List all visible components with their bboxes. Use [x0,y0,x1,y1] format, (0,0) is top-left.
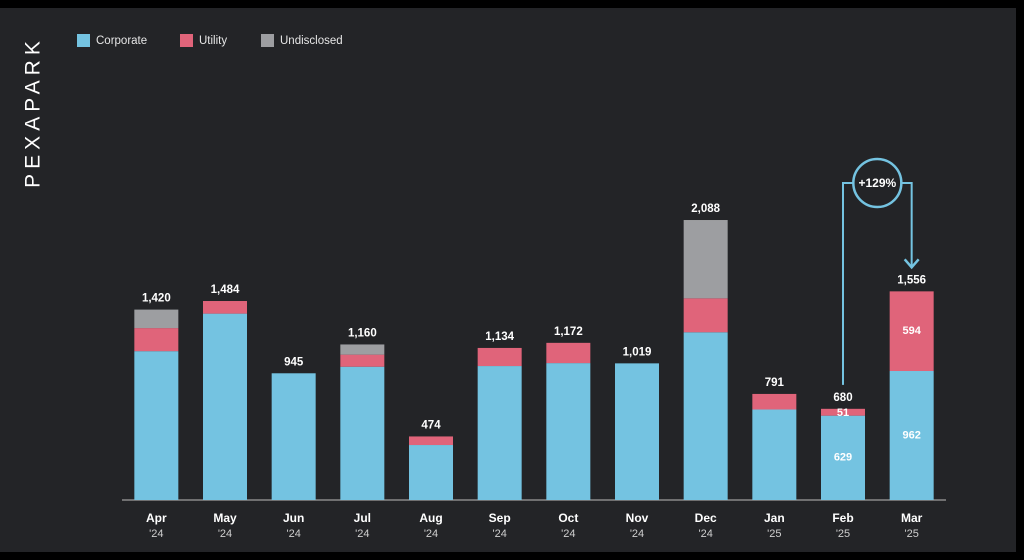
segment-label: 629 [834,452,852,464]
x-tick-label: '25 [767,528,781,540]
x-tick-label: Aug [419,511,442,525]
bar-segment [821,415,865,500]
x-tick-label: '24 [286,528,300,540]
total-label: 1,484 [211,284,240,296]
total-label: 680 [833,392,852,404]
bar-segment [203,313,247,500]
x-tick-label: Jul [354,511,371,525]
arrowhead [903,258,920,270]
bar-segment [615,363,659,500]
bar-segment [409,445,453,500]
annotation-line [842,182,854,385]
x-tick-label: Oct [558,511,578,525]
segment-label: 594 [902,325,921,337]
bar-segment [134,328,179,352]
legend-label: Corporate [96,35,147,47]
total-label: 1,019 [623,346,652,358]
bar-segment [683,298,728,333]
legend-label: Utility [199,35,227,47]
total-label: 474 [421,419,441,431]
bar-segment [889,371,934,500]
x-tick-label: '24 [149,528,163,540]
annotation-arrow [901,182,913,268]
x-tick-label: '24 [355,528,369,540]
x-tick-label: '24 [218,528,232,540]
x-tick-label: '24 [561,528,575,540]
total-label: 1,556 [897,274,926,286]
bar-segment [752,409,797,500]
bar-segment [340,354,385,367]
bar-segment [134,309,179,329]
x-tick-label: Feb [832,511,853,525]
x-tick-label: '24 [630,528,644,540]
x-tick-label: '25 [836,528,850,540]
annotation: +129% [858,176,896,190]
bar-segment [752,393,797,410]
x-tick-label: Nov [626,511,649,525]
legend-swatch [261,34,274,47]
bar-segment [546,363,591,500]
segment-label: 962 [902,429,920,441]
x-tick-label: Jun [283,511,304,525]
x-tick-label: '24 [698,528,712,540]
total-label: 945 [284,356,304,368]
x-tick-label: '24 [424,528,438,540]
bar-segment [271,373,316,500]
bar-segment [546,342,591,364]
bar-segment [821,408,865,416]
total-label: 2,088 [691,203,720,215]
x-tick-label: May [213,511,237,525]
bar-segment [409,436,453,446]
bar-segment [203,301,247,314]
total-label: 1,172 [554,326,583,338]
x-tick-label: Sep [489,511,511,525]
annotation-circle [852,157,903,209]
bar-segment [340,344,385,355]
bar-segment [477,347,522,367]
x-tick-label: '25 [904,528,918,540]
x-tick-label: Mar [901,511,923,525]
x-tick-label: Jan [764,511,785,525]
legend-swatch [77,34,90,47]
total-label: 791 [765,377,785,389]
total-label: 1,420 [142,293,171,305]
x-tick-label: Dec [695,511,717,525]
bar-segment [889,291,934,372]
x-tick-label: Apr [146,511,167,525]
bar-segment [683,332,728,500]
total-label: 1,160 [348,327,377,339]
bar-segment [134,351,179,500]
segment-label: 51 [837,407,849,419]
bar-segment [477,366,522,500]
legend-label: Undisclosed [280,35,343,47]
bar-segment [683,220,728,299]
total-label: 1,134 [485,331,514,343]
x-tick-label: '24 [492,528,506,540]
bar-segment [340,366,385,500]
legend-swatch [180,34,193,47]
brand: PEXAPARK [22,36,45,188]
